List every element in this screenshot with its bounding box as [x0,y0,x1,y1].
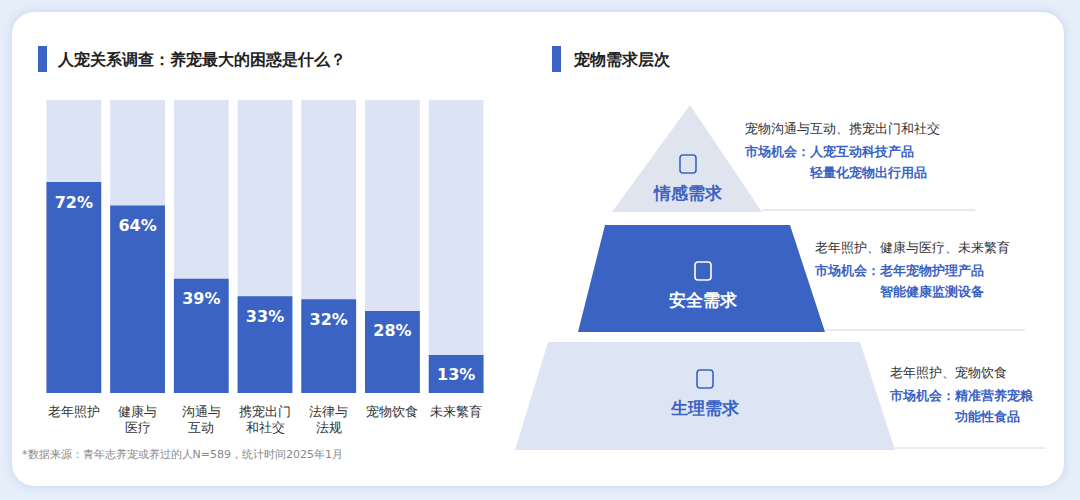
svg-text:市场机会：: 市场机会： [889,388,955,403]
svg-text:32%: 32% [310,310,348,329]
svg-text:市场机会：: 市场机会： [814,263,880,278]
svg-text:人宠互动科技产品: 人宠互动科技产品 [809,144,914,159]
svg-text:28%: 28% [373,321,411,340]
svg-text:医疗: 医疗 [125,420,151,435]
svg-text:法律与: 法律与 [309,404,348,419]
svg-text:智能健康监测设备: 智能健康监测设备 [879,284,984,299]
svg-text:精准营养宠粮: 精准营养宠粮 [954,388,1034,403]
svg-text:宠物饮食: 宠物饮食 [366,404,418,419]
svg-text:安全需求: 安全需求 [669,290,738,310]
svg-text:33%: 33% [246,307,284,326]
svg-text:人宠关系调查：养宠最大的困惑是什么？: 人宠关系调查：养宠最大的困惑是什么？ [57,50,346,69]
svg-text:未来繁育: 未来繁育 [430,404,482,419]
svg-text:宠物需求层次: 宠物需求层次 [573,50,671,69]
svg-text:老年照护、宠物饮食: 老年照护、宠物饮食 [890,365,1007,380]
svg-text:健康与: 健康与 [118,404,157,419]
svg-text:老年宠物护理产品: 老年宠物护理产品 [879,263,984,278]
svg-text:*数据来源：青年志养宠或养过的人N=589，统计时间2025: *数据来源：青年志养宠或养过的人N=589，统计时间2025年1月 [22,448,343,461]
svg-text:13%: 13% [437,365,475,384]
svg-text:39%: 39% [182,289,220,308]
svg-text:老年照护、健康与医疗、未来繁育: 老年照护、健康与医疗、未来繁育 [815,240,1010,255]
svg-text:老年照护: 老年照护 [48,404,100,419]
svg-text:情感需求: 情感需求 [653,183,723,203]
svg-text:宠物沟通与互动、携宠出门和社交: 宠物沟通与互动、携宠出门和社交 [745,121,940,136]
svg-text:功能性食品: 功能性食品 [954,409,1020,424]
svg-text:法规: 法规 [316,420,342,435]
svg-text:轻量化宠物出行用品: 轻量化宠物出行用品 [809,165,927,180]
svg-text:互动: 互动 [188,420,214,435]
svg-text:市场机会：: 市场机会： [744,144,810,159]
svg-text:72%: 72% [55,193,93,212]
svg-text:携宠出门: 携宠出门 [239,404,291,419]
svg-text:和社交: 和社交 [246,420,285,435]
svg-text:64%: 64% [118,216,156,235]
svg-text:沟通与: 沟通与 [182,404,221,419]
svg-text:生理需求: 生理需求 [670,398,740,418]
